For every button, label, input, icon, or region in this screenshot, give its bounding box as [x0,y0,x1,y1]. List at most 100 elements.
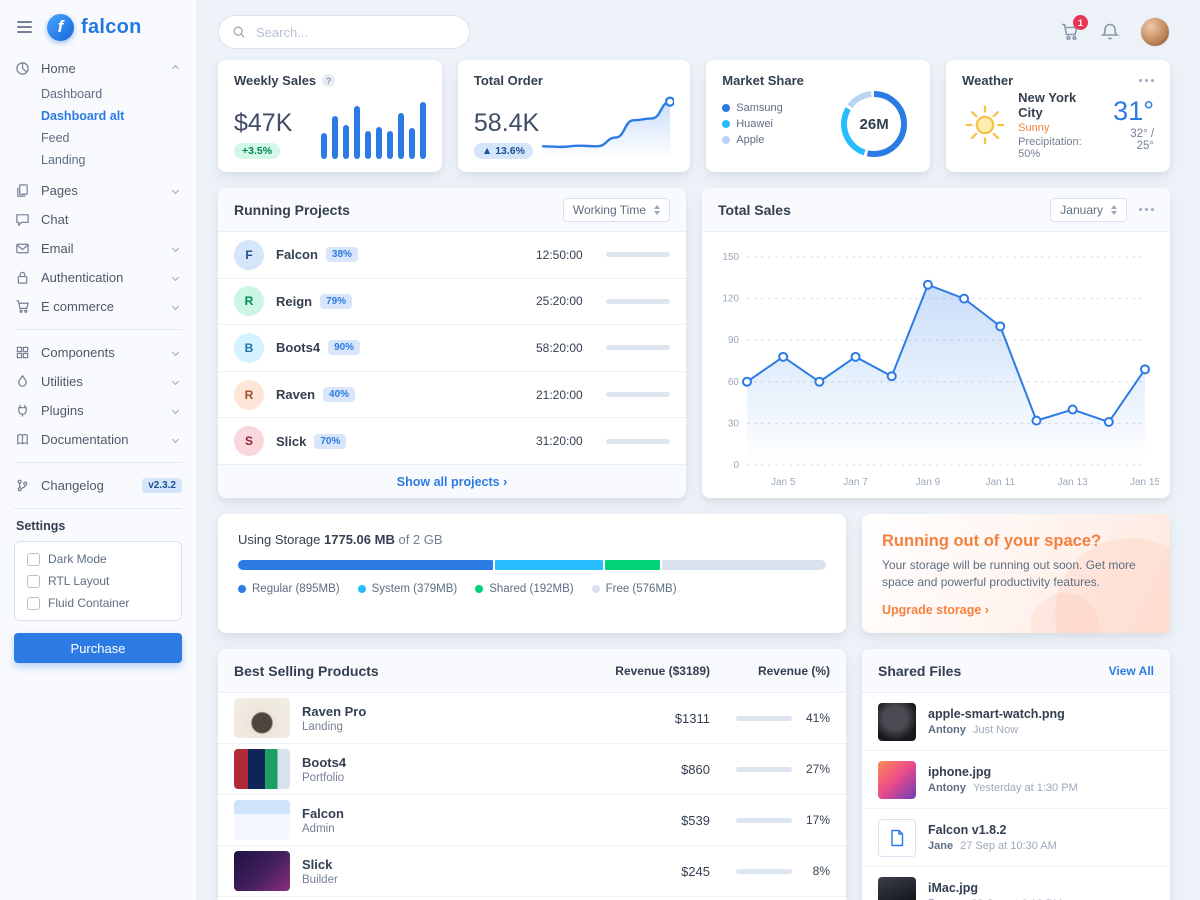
weather-menu-icon[interactable] [1139,75,1155,86]
project-name[interactable]: Boots4 [276,340,321,356]
search-bar[interactable] [218,15,470,49]
list-item[interactable]: apple-smart-watch.png Antony Just Now [862,693,1170,751]
file-thumbnail[interactable] [878,760,916,799]
weekly-sales-change-badge: +3.5% [234,143,281,159]
file-name[interactable]: iphone.jpg [928,765,992,779]
rtl-layout-checkbox[interactable]: RTL Layout [27,574,169,588]
sidebar-item-chat[interactable]: Chat [14,205,182,234]
sidebar-item-changelog[interactable]: Changelog v2.3.2 [14,471,182,500]
file-author: Antony [928,724,966,736]
revenue-pct: 27% [805,762,830,776]
list-item[interactable]: iphone.jpg Antony Yesterday at 1:30 PM [862,751,1170,809]
product-category-link[interactable]: Builder [302,873,338,886]
sidebar-item-dashboard[interactable]: Dashboard [41,87,103,101]
project-name[interactable]: Reign [276,293,313,309]
sidebar-item-dashboard-alt[interactable]: Dashboard alt [41,109,125,123]
sidebar-item-pages[interactable]: Pages [14,176,182,205]
project-name[interactable]: Falcon [276,247,318,263]
sidebar-item-utilities[interactable]: Utilities [14,367,182,396]
market-share-donut-chart: 26M [838,88,910,160]
settings-title: Settings [16,519,66,533]
file-thumbnail[interactable] [878,876,916,900]
sidebar-item-landing[interactable]: Landing [41,153,86,167]
product-thumbnail[interactable] [234,749,290,789]
table-row[interactable]: Boots4 Portfolio $860 27% [218,744,846,795]
file-name[interactable]: apple-smart-watch.png [928,707,1065,721]
month-select[interactable]: January [1050,197,1127,222]
brand-logo[interactable]: f falcon [47,13,142,41]
table-row[interactable]: Raven Pro Landing $1311 41% [218,693,846,744]
table-row[interactable]: Falcon Admin $539 17% [218,795,846,846]
project-row[interactable]: R Raven 40% 21:20:00 [218,372,686,419]
topbar: 1 [218,10,1170,54]
sidebar-item-components[interactable]: Components [14,338,182,367]
svg-text:Jan 7: Jan 7 [843,477,868,488]
working-time-select[interactable]: Working Time [562,197,670,222]
sidebar-item-home[interactable]: Home [14,54,182,83]
project-row[interactable]: R Reign 79% 25:20:00 [218,279,686,326]
product-category-link[interactable]: Portfolio [302,771,345,784]
product-name[interactable]: Boots4 [302,754,347,770]
view-all-link[interactable]: View All [1108,663,1154,678]
total-order-change-badge: ▲ 13.6% [473,143,533,159]
product-name[interactable]: Falcon [302,805,344,821]
product-thumbnail[interactable] [234,851,290,891]
svg-text:150: 150 [722,252,739,263]
product-category-link[interactable]: Admin [302,822,335,835]
select-arrows-icon [654,204,660,215]
project-time: 58:20:00 [536,340,583,355]
project-name[interactable]: Slick [276,433,307,449]
product-name[interactable]: Slick [302,856,333,872]
svg-text:30: 30 [728,418,740,429]
storage-legend: Regular (895MB) System (379MB) Shared (1… [238,583,826,595]
sidebar-item-authentication[interactable]: Authentication [14,263,182,292]
chevron-down-icon [171,244,180,253]
pages-icon [14,183,31,198]
notifications-bell-button[interactable] [1100,22,1120,42]
cart-button[interactable]: 1 [1060,15,1088,42]
user-avatar[interactable] [1140,17,1170,47]
file-icon[interactable] [878,818,916,857]
product-name[interactable]: Raven Pro [302,703,367,719]
running-projects-card: Running Projects Working Time F Falcon 3… [218,188,686,498]
project-row[interactable]: S Slick 70% 31:20:00 [218,418,686,464]
legend-dot [591,585,600,593]
purchase-button[interactable]: Purchase [14,633,182,663]
list-item[interactable]: iMac.jpg Rowen 23 Sep at 6:10 PM [862,867,1170,900]
project-name[interactable]: Raven [276,387,316,403]
revenue-column-header: Revenue ($3189) [615,663,710,678]
project-time: 21:20:00 [536,387,583,402]
product-revenue: $539 [681,812,710,828]
table-row[interactable]: Slick Builder $245 8% [218,846,846,897]
project-row[interactable]: F Falcon 38% 12:50:00 [218,232,686,279]
upgrade-storage-link[interactable]: Upgrade storage › [882,602,989,617]
search-input[interactable] [254,23,456,41]
project-row[interactable]: B Boots4 90% 58:20:00 [218,325,686,372]
sidebar-item-plugins[interactable]: Plugins [14,396,182,425]
dark-mode-checkbox[interactable]: Dark Mode [27,552,169,566]
product-thumbnail[interactable] [234,698,290,738]
sidebar-item-email[interactable]: Email [14,234,182,263]
sidebar-item-documentation[interactable]: Documentation [14,425,182,454]
svg-text:0: 0 [733,460,739,471]
weather-condition: Sunny [1018,122,1050,134]
total-sales-menu-icon[interactable] [1139,204,1154,215]
storage-usage-bar [238,560,826,570]
list-item[interactable]: Falcon v1.8.2 Jane 27 Sep at 10:30 AM [862,809,1170,867]
sidebar-item-feed[interactable]: Feed [41,131,70,145]
product-category-link[interactable]: Landing [302,720,343,733]
fluid-container-checkbox[interactable]: Fluid Container [27,596,169,610]
product-thumbnail[interactable] [234,800,290,840]
file-name[interactable]: Falcon v1.8.2 [928,823,1007,837]
help-icon[interactable]: ? [322,74,336,87]
menu-toggle-icon[interactable] [14,18,35,36]
file-name[interactable]: iMac.jpg [928,881,979,895]
file-thumbnail[interactable] [878,702,916,741]
show-all-projects-link[interactable]: Show all projects › [396,474,508,489]
legend-item: Shared (192MB) [475,583,574,595]
kpi-row: Weekly Sales ? $47K +3.5% [218,60,1171,172]
sidebar-item-ecommerce[interactable]: E commerce [14,292,182,321]
svg-text:Jan 5: Jan 5 [771,477,796,488]
market-share-card: Market Share Samsung Huawei [706,60,931,172]
legend-item: Regular (895MB) [238,583,340,595]
